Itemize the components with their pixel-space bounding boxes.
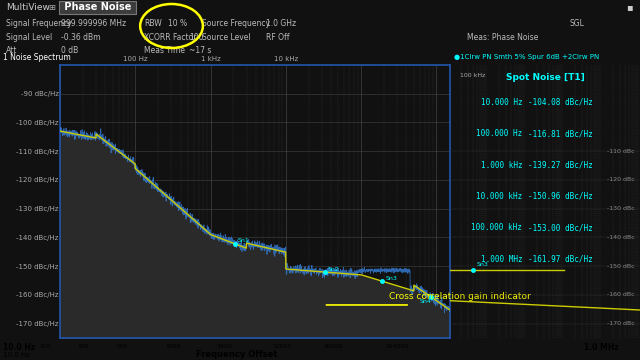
Text: 164000: 164000 <box>385 343 408 348</box>
Text: Sn4: Sn4 <box>420 299 432 304</box>
Text: MultiView: MultiView <box>6 3 51 12</box>
Text: 1.0 GHz: 1.0 GHz <box>266 19 296 28</box>
Text: SGL: SGL <box>570 19 584 28</box>
Text: -104.08 dBc/Hz: -104.08 dBc/Hz <box>528 98 593 107</box>
Text: -150 dBc: -150 dBc <box>607 264 634 269</box>
Text: -110 dBc: -110 dBc <box>607 149 634 154</box>
Text: 100 Hz: 100 Hz <box>123 56 148 62</box>
Text: Cross correlation gain indicator: Cross correlation gain indicator <box>389 292 531 301</box>
Text: Spot Noise [T1]: Spot Noise [T1] <box>506 73 584 82</box>
Text: 999.999996 MHz: 999.999996 MHz <box>61 19 126 28</box>
Text: 30000: 30000 <box>323 343 342 348</box>
Text: 10.0 Hz: 10.0 Hz <box>3 352 30 358</box>
Text: ~17 s: ~17 s <box>189 46 211 55</box>
Text: ▪: ▪ <box>626 3 632 13</box>
Text: Sn3: Sn3 <box>477 262 488 267</box>
Text: RF Off: RF Off <box>266 32 289 41</box>
Text: Sn1: Sn1 <box>237 238 250 243</box>
Text: Signal Frequency: Signal Frequency <box>6 19 72 28</box>
Text: Sn3: Sn3 <box>385 276 397 281</box>
Text: -170 dBc: -170 dBc <box>607 321 634 326</box>
Text: Meas: Phase Noise: Meas: Phase Noise <box>467 32 539 41</box>
Text: Att: Att <box>6 46 18 55</box>
Text: 10 %: 10 % <box>168 19 187 28</box>
Text: -160 dBc: -160 dBc <box>607 292 634 297</box>
Text: 0 dB: 0 dB <box>61 46 78 55</box>
Text: 100.000 Hz: 100.000 Hz <box>476 129 522 138</box>
Text: 1000: 1000 <box>165 343 180 348</box>
Text: ⊞: ⊞ <box>48 3 55 12</box>
Text: 100: 100 <box>189 32 204 41</box>
Text: 10 kHz: 10 kHz <box>274 56 298 62</box>
Text: Meas Time: Meas Time <box>144 46 185 55</box>
Text: -139.27 dBc/Hz: -139.27 dBc/Hz <box>528 161 593 170</box>
Text: 3400: 3400 <box>216 343 232 348</box>
Text: 100 kHz: 100 kHz <box>460 73 485 78</box>
Text: -153.00 dBc/Hz: -153.00 dBc/Hz <box>528 223 593 232</box>
Text: Phase Noise: Phase Noise <box>61 3 134 13</box>
Text: -150.96 dBc/Hz: -150.96 dBc/Hz <box>528 192 593 201</box>
Text: -140 dBc: -140 dBc <box>607 235 634 240</box>
Text: 10.000 Hz: 10.000 Hz <box>481 98 522 107</box>
Text: 100.000 kHz: 100.000 kHz <box>471 223 522 232</box>
Text: 10000: 10000 <box>272 343 291 348</box>
Text: -116.81 dBc/Hz: -116.81 dBc/Hz <box>528 129 593 138</box>
Text: 1.000 MHz: 1.000 MHz <box>481 255 522 264</box>
Text: -0.36 dBm: -0.36 dBm <box>61 32 100 41</box>
Text: 10.000 kHz: 10.000 kHz <box>476 192 522 201</box>
Text: -161.97 dBc/Hz: -161.97 dBc/Hz <box>528 255 593 264</box>
Text: 10.0 Hz: 10.0 Hz <box>3 343 35 352</box>
Text: Sn2: Sn2 <box>328 267 340 271</box>
Text: 100: 100 <box>39 343 51 348</box>
Text: RBW: RBW <box>144 19 162 28</box>
Text: 1.0 MHz: 1.0 MHz <box>584 343 619 352</box>
Text: XCORR Factor: XCORR Factor <box>144 32 196 41</box>
Text: Source Level: Source Level <box>202 32 250 41</box>
Text: 340: 340 <box>116 343 127 348</box>
Text: -130 dBc: -130 dBc <box>607 206 634 211</box>
Text: Signal Level: Signal Level <box>6 32 52 41</box>
Text: 1 kHz: 1 kHz <box>201 56 220 62</box>
Text: 100: 100 <box>77 343 89 348</box>
Text: ●1Clrw PN Smth 5% Spur 6dB +2Clrw PN: ●1Clrw PN Smth 5% Spur 6dB +2Clrw PN <box>454 54 600 60</box>
Text: Frequency Offset: Frequency Offset <box>196 350 278 359</box>
Text: 1.000 kHz: 1.000 kHz <box>481 161 522 170</box>
Text: Source Frequency: Source Frequency <box>202 19 269 28</box>
Text: -120 dBc: -120 dBc <box>607 177 634 183</box>
Text: 1 Noise Spectrum: 1 Noise Spectrum <box>3 53 71 62</box>
